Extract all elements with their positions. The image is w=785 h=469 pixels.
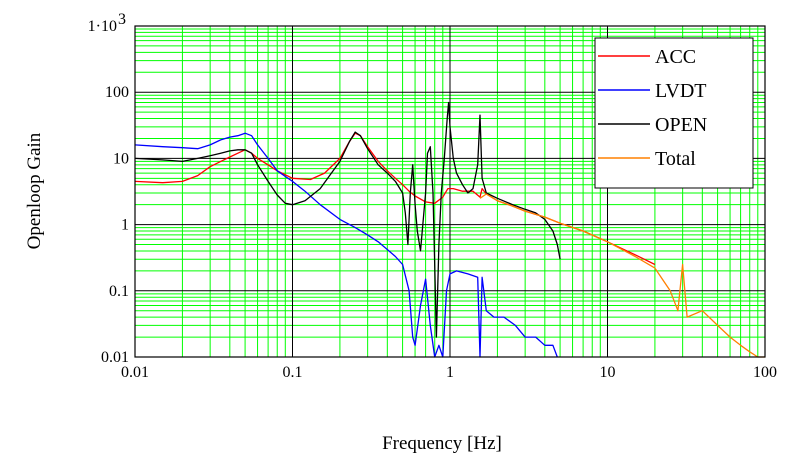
x-tick-label: 10	[600, 364, 616, 381]
y-axis-title: Openloop Gain	[24, 132, 45, 249]
y-tick-label: 0.01	[101, 349, 129, 366]
legend-label-lvdt: LVDT	[655, 80, 706, 102]
series-layer	[134, 101, 765, 358]
legend: ACC LVDT OPEN Total	[594, 37, 754, 189]
y-tick-labels: 0.01 0.1 1 10 100 1·10 3	[88, 11, 129, 366]
x-axis-title: Frequency [Hz]	[382, 433, 502, 454]
series-line-open	[134, 101, 561, 338]
x-tick-label: 1	[446, 364, 454, 381]
y-tick-exponent: 3	[118, 11, 126, 28]
series-line-lvdt	[134, 132, 558, 358]
y-tick-label: 10	[113, 150, 129, 167]
legend-label-acc: ACC	[655, 46, 696, 68]
y-tick-label: 1	[121, 217, 129, 234]
x-tick-label: 100	[753, 364, 777, 381]
y-tick-label: 100	[105, 84, 129, 101]
plot-frame	[134, 25, 766, 358]
legend-box	[594, 37, 754, 189]
x-tick-label: 0.01	[121, 364, 149, 381]
x-tick-labels: 0.01 0.1 1 10 100	[121, 364, 777, 381]
legend-label-open: OPEN	[655, 114, 707, 136]
legend-label-total: Total	[655, 148, 696, 170]
y-tick-label: 1·10	[88, 18, 117, 35]
x-tick-label: 0.1	[283, 364, 303, 381]
series-line-total	[479, 193, 765, 358]
y-tick-label: 0.1	[109, 283, 129, 300]
